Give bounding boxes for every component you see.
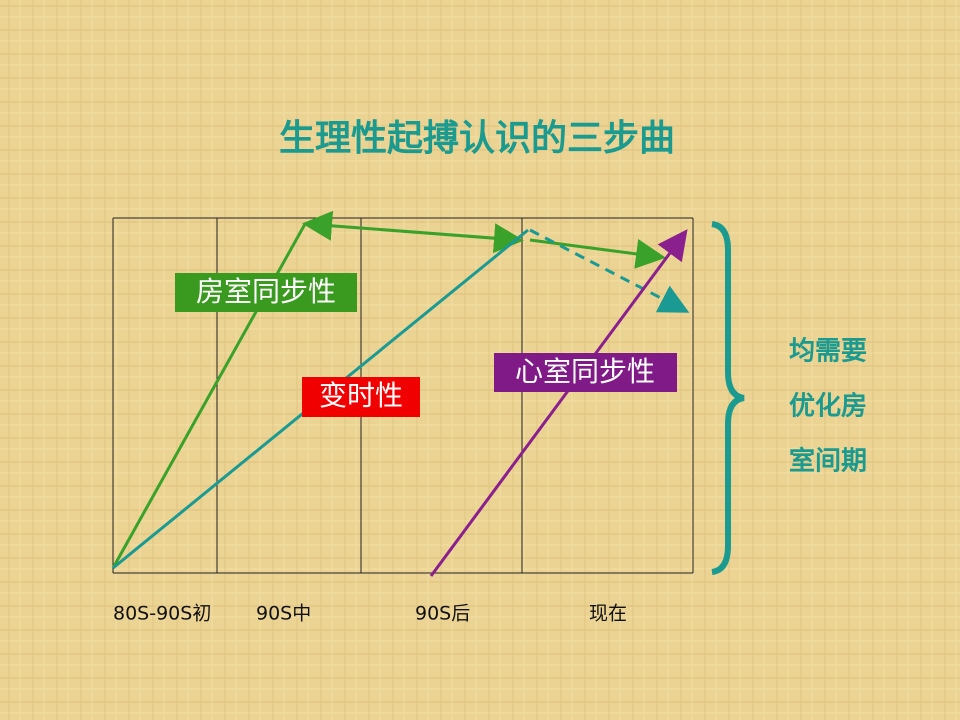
title: 生理性起搏认识的三步曲 [279, 118, 675, 159]
label-box [494, 353, 677, 392]
teal-dashed [529, 228, 690, 313]
side-text: 优化房 [789, 392, 867, 422]
label-box [302, 377, 420, 417]
x-label: 80S-90S初 [113, 603, 211, 625]
x-label: 90S中 [256, 603, 311, 625]
label: 变时性 [319, 379, 403, 412]
green-plateau [302, 210, 524, 254]
brace [711, 221, 745, 575]
x-label: 现在 [589, 603, 627, 625]
side-text: 室间期 [789, 446, 867, 477]
x-labels: 80S-90S初 90S中 90S后 现在 [113, 603, 627, 625]
label: 心室同步性 [515, 355, 655, 388]
label: 房室同步性 [196, 275, 336, 308]
x-label: 90S后 [415, 603, 470, 625]
side-text: 均需要 [789, 337, 867, 367]
label-box [175, 273, 357, 312]
side-note: 均需要 优化房 室间期 [789, 337, 867, 477]
purple-rise [429, 229, 688, 577]
